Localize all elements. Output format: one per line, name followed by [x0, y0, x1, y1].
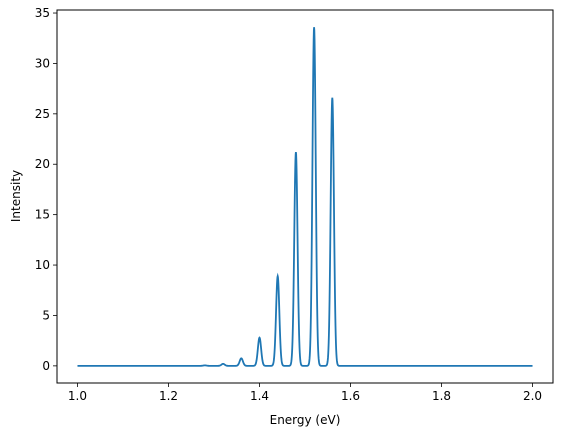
x-tick-label: 1.6: [341, 389, 360, 403]
y-tick-label: 0: [42, 359, 50, 373]
y-tick-label: 10: [35, 258, 50, 272]
plot-area: [77, 27, 533, 367]
x-tick-label: 1.0: [68, 389, 87, 403]
x-tick-label: 1.2: [159, 389, 178, 403]
x-tick-label: 2.0: [523, 389, 542, 403]
y-tick-label: 30: [35, 56, 50, 70]
y-axis-label: Intensity: [9, 170, 23, 222]
x-axis: 1.0 1.2 1.4 1.6 1.8 2.0: [68, 383, 542, 403]
y-tick-label: 15: [35, 208, 50, 222]
y-tick-label: 5: [42, 308, 50, 322]
x-tick-label: 1.4: [250, 389, 269, 403]
x-axis-label: Energy (eV): [270, 413, 341, 427]
y-tick-label: 25: [35, 107, 50, 121]
y-tick-label: 35: [35, 6, 50, 20]
series-line: [77, 27, 533, 367]
y-tick-label: 20: [35, 157, 50, 171]
y-axis: 0 5 10 15 20 25 30 35: [35, 6, 57, 373]
x-tick-label: 1.8: [432, 389, 451, 403]
axes-frame: [56, 9, 554, 384]
